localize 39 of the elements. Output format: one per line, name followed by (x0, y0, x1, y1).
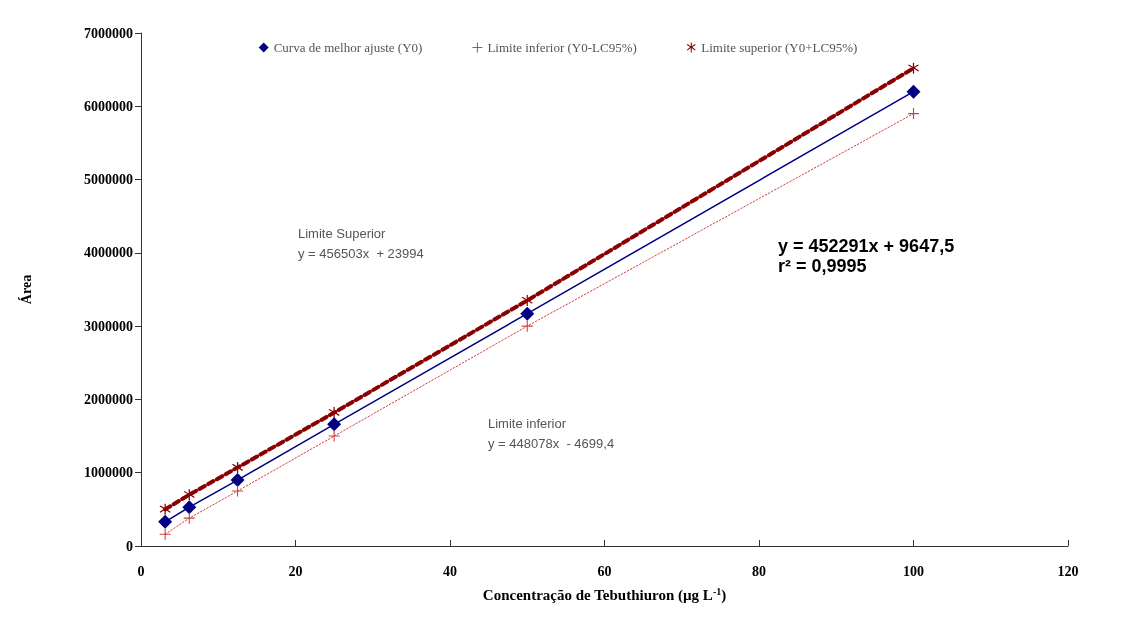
y-tick-label: 2000000 (84, 391, 133, 407)
x-tick-label: 20 (288, 563, 303, 579)
point (232, 485, 244, 497)
point (232, 462, 244, 474)
point (328, 407, 340, 419)
annotation: Limite inferior y = 448078x - 4699,4 (488, 415, 615, 451)
point (520, 306, 535, 321)
x-tick-label: 0 (137, 563, 145, 579)
point (521, 320, 533, 332)
annotation: y = 452291x + 9647,5 r² = 0,9995 (778, 236, 955, 276)
point (327, 417, 342, 432)
y-tick-label: 1000000 (84, 465, 133, 481)
y-tick-label: 4000000 (84, 245, 133, 261)
point (182, 500, 197, 515)
point (230, 473, 245, 488)
point (521, 294, 533, 306)
y-tick-label: 0 (126, 538, 133, 554)
legend-label: Limite inferior (Y0-LC95%) (487, 40, 637, 55)
x-tick-label: 80 (752, 563, 766, 579)
annotation: Limite Superior y = 456503x + 23994 (298, 225, 424, 261)
point (183, 512, 195, 524)
point (906, 84, 921, 99)
y-tick-label: 3000000 (84, 318, 133, 334)
y-tick-label: 5000000 (84, 172, 133, 188)
x-tick-label: 120 (1057, 563, 1079, 579)
point (908, 108, 919, 120)
legend-label: Curva de melhor ajuste (Y0) (273, 40, 423, 55)
y-axis-title: Área (17, 274, 34, 305)
x-tick-label: 40 (443, 563, 457, 579)
y-tick-label: 7000000 (84, 25, 133, 41)
point (158, 514, 173, 529)
legend-label: Limite superior (Y0+LC95%) (701, 40, 858, 55)
x-tick-label: 60 (597, 563, 612, 579)
point (159, 528, 171, 540)
y-tick-label: 6000000 (84, 98, 133, 114)
point (159, 503, 171, 515)
point (908, 62, 919, 74)
point (328, 430, 340, 442)
x-tick-label: 100 (903, 563, 924, 579)
